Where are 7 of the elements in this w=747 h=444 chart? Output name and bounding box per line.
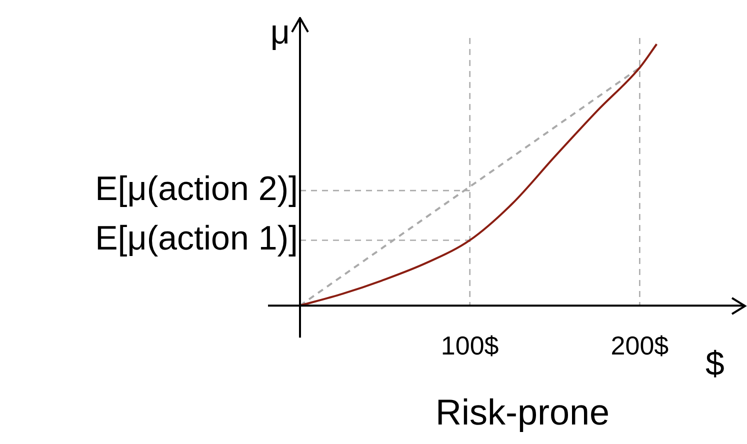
- ref-line-label: E[μ(action 1)]: [95, 220, 298, 258]
- x-tick-label: 200$: [610, 330, 670, 360]
- ref-line-label: E[μ(action 2)]: [95, 170, 298, 208]
- y-axis-title: μ: [270, 13, 290, 52]
- text: Risk-prone: [435, 391, 610, 432]
- x-tick-label: 100$: [440, 330, 500, 360]
- x-axis-title: $: [706, 344, 725, 383]
